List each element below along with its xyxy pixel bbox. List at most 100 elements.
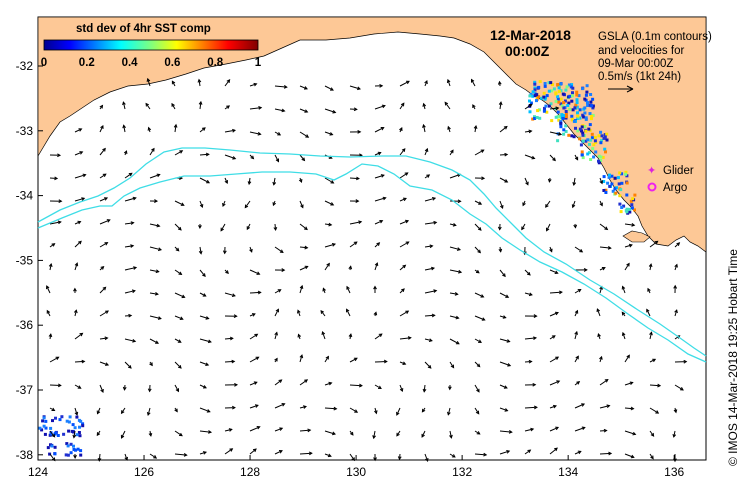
- sst-cell: [580, 150, 584, 154]
- velocity-arrow: [621, 285, 626, 294]
- velocity-arrow: [349, 453, 355, 462]
- velocity-arrow: [273, 223, 278, 232]
- velocity-arrow: [399, 336, 412, 340]
- sst-cell: [593, 135, 597, 139]
- sst-cell: [81, 424, 85, 428]
- sst-cell: [571, 86, 575, 90]
- velocity-arrow: [145, 102, 151, 110]
- sst-cell: [584, 116, 588, 120]
- sst-cell: [581, 139, 585, 143]
- velocity-arrow: [96, 407, 101, 415]
- sst-cell: [570, 114, 574, 118]
- sst-cell: [43, 432, 47, 436]
- velocity-arrow: [546, 223, 551, 232]
- sst-cell: [597, 154, 601, 158]
- sst-cell: [554, 115, 558, 119]
- y-axis-ticks: -32 -33 -34 -35 -36 -37 -38: [16, 59, 43, 462]
- velocity-arrow: [399, 241, 410, 248]
- gsla-contour-lower: [37, 163, 707, 363]
- sst-cell: [605, 132, 609, 136]
- velocity-arrow: [599, 200, 603, 207]
- sst-cell: [538, 116, 542, 120]
- sst-cell: [559, 89, 563, 93]
- velocity-arrow: [274, 84, 288, 89]
- velocity-arrow: [545, 200, 551, 208]
- sst-cell: [560, 113, 564, 117]
- sst-cell: [50, 444, 54, 448]
- velocity-arrow: [274, 379, 283, 386]
- velocity-arrow: [297, 333, 302, 340]
- velocity-arrow: [474, 338, 482, 343]
- velocity-arrow: [374, 220, 384, 225]
- velocity-arrow: [124, 289, 136, 294]
- sst-cell: [630, 206, 634, 210]
- sst-cell: [604, 150, 607, 154]
- velocity-arrow: [424, 361, 432, 369]
- y-tick-label: -34: [16, 189, 34, 203]
- sst-cell: [556, 95, 560, 99]
- sst-cell: [585, 84, 589, 88]
- scale-arrow-icon: [608, 85, 634, 93]
- sst-cell: [556, 83, 560, 86]
- velocity-arrow: [449, 269, 463, 274]
- velocity-arrow: [499, 292, 510, 298]
- sst-cell: [533, 82, 537, 86]
- velocity-arrow: [149, 291, 159, 296]
- sst-cell: [564, 130, 568, 133]
- velocity-arrow: [224, 177, 228, 185]
- velocity-arrow: [499, 177, 509, 183]
- velocity-arrow: [424, 453, 429, 463]
- velocity-arrow: [648, 263, 653, 271]
- velocity-arrow: [521, 223, 526, 231]
- x-tick-label: 132: [452, 465, 472, 479]
- velocity-arrow: [499, 125, 508, 133]
- velocity-arrow: [199, 127, 206, 133]
- sst-cell: [547, 89, 551, 93]
- sst-cell: [625, 210, 629, 214]
- velocity-arrow: [524, 129, 533, 134]
- sst-cell: [69, 442, 73, 446]
- sst-cell: [543, 84, 547, 88]
- velocity-arrow: [249, 448, 257, 455]
- sst-cell: [562, 101, 566, 105]
- velocity-arrow: [249, 356, 260, 363]
- velocity-arrow: [649, 430, 655, 437]
- velocity-arrow: [399, 264, 407, 271]
- sst-cell: [564, 124, 568, 128]
- sst-cell: [554, 92, 558, 96]
- sst-cell: [570, 134, 574, 138]
- sst-cell: [587, 127, 591, 131]
- velocity-arrow: [424, 197, 437, 202]
- velocity-arrow: [146, 407, 151, 417]
- sst-std-dev-patches: [38, 80, 637, 457]
- velocity-arrow: [324, 453, 332, 458]
- velocity-arrow: [249, 246, 253, 253]
- velocity-arrow: [320, 309, 326, 317]
- velocity-arrow: [372, 430, 376, 440]
- velocity-arrow: [599, 379, 609, 386]
- sst-cell: [594, 140, 598, 144]
- velocity-arrow: [120, 407, 126, 415]
- velocity-arrow: [672, 430, 677, 438]
- velocity-arrow: [346, 308, 351, 317]
- velocity-arrow: [74, 359, 86, 364]
- legend-argo: Argo: [647, 182, 687, 194]
- sst-cell: [629, 199, 633, 203]
- velocity-arrow: [399, 288, 405, 294]
- sst-cell: [575, 90, 579, 94]
- velocity-arrow: [549, 447, 558, 455]
- sst-cell: [571, 108, 575, 112]
- sst-cell: [72, 430, 75, 434]
- velocity-arrow: [99, 197, 109, 202]
- sst-cell: [533, 88, 537, 92]
- velocity-arrow: [74, 332, 84, 340]
- velocity-arrow: [474, 176, 486, 181]
- velocity-arrow: [474, 384, 480, 393]
- velocity-arrow: [249, 404, 259, 409]
- velocity-arrow: [349, 176, 360, 181]
- sst-cell: [591, 104, 595, 108]
- sst-cell: [587, 151, 591, 155]
- velocity-arrow: [198, 223, 202, 230]
- velocity-arrow: [471, 78, 476, 87]
- velocity-arrow: [674, 359, 688, 364]
